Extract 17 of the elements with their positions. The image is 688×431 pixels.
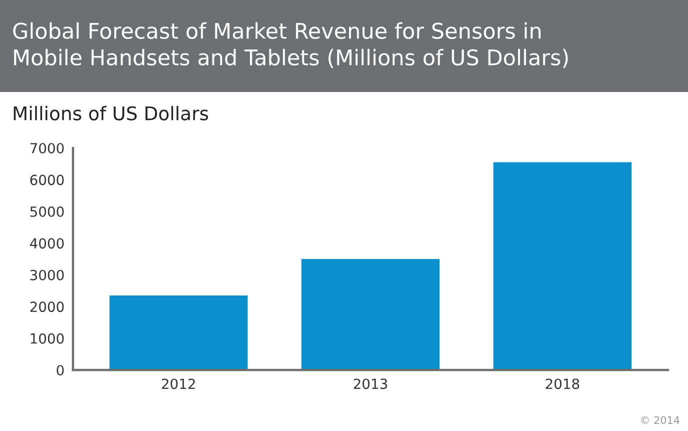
y-tick-label: 6000 — [30, 174, 64, 186]
y-tick-label: 2000 — [30, 302, 64, 312]
y-tick-label: 5000 — [30, 206, 64, 217]
y-tick-label: 0 — [56, 364, 64, 376]
bar — [109, 295, 248, 370]
bar — [493, 162, 632, 370]
chart-title: Global Forecast of Market Revenue for Sensors in Mobile Handsets and Tablets (Millions of US Dollars) — [13, 22, 568, 68]
y-axis-title: Millions of US Dollars — [14, 106, 208, 120]
x-tick-label: 2012 — [162, 378, 195, 390]
y-tick-label: 4000 — [30, 238, 64, 249]
y-tick-label: 7000 — [30, 142, 64, 154]
x-tick-label: 2018 — [546, 378, 580, 390]
x-tick-label: 2013 — [354, 378, 388, 390]
bar — [301, 259, 440, 370]
text: © 2014 — [641, 416, 680, 424]
y-tick-label: 3000 — [30, 270, 64, 280]
y-tick-label: 1000 — [30, 333, 64, 344]
